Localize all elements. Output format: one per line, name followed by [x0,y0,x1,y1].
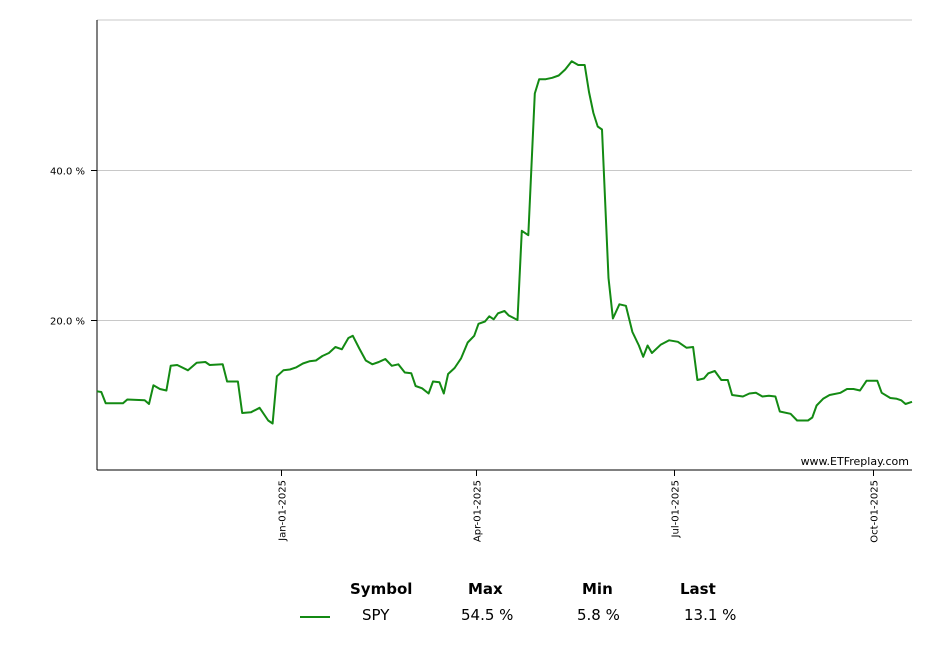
cell-max: 54.5 % [461,606,514,624]
header-symbol: Symbol [350,580,413,598]
x-tick-label: Jul-01-2025 [671,480,682,538]
y-tick-label: 20.0 % [50,317,85,328]
legend-header-row: Symbol Max Min Last [290,580,770,606]
header-last: Last [680,580,716,598]
header-min: Min [582,580,613,598]
cell-symbol: SPY [362,606,390,624]
cell-last: 13.1 % [684,606,737,624]
legend-line-swatch [300,616,330,618]
y-tick-label: 40.0 % [50,167,85,178]
x-tick-label: Apr-01-2025 [473,480,484,542]
cell-min: 5.8 % [577,606,620,624]
x-tick-label: Oct-01-2025 [870,480,881,543]
x-tick-label: Jan-01-2025 [278,480,289,542]
header-max: Max [468,580,503,598]
grid-lines [97,19,912,321]
series-line-spy [96,60,913,425]
watermark-text: www.ETFreplay.com [801,455,909,468]
x-ticks: Jan-01-2025 Apr-01-2025 Jul-01-2025 Oct-01-… [278,470,881,543]
y-ticks: 20.0 % 40.0 % [50,167,97,328]
legend-row-spy: SPY 54.5 % 5.8 % 13.1 % [290,606,770,632]
summary-legend-table: Symbol Max Min Last SPY 54.5 % 5.8 % 13.… [290,580,770,632]
